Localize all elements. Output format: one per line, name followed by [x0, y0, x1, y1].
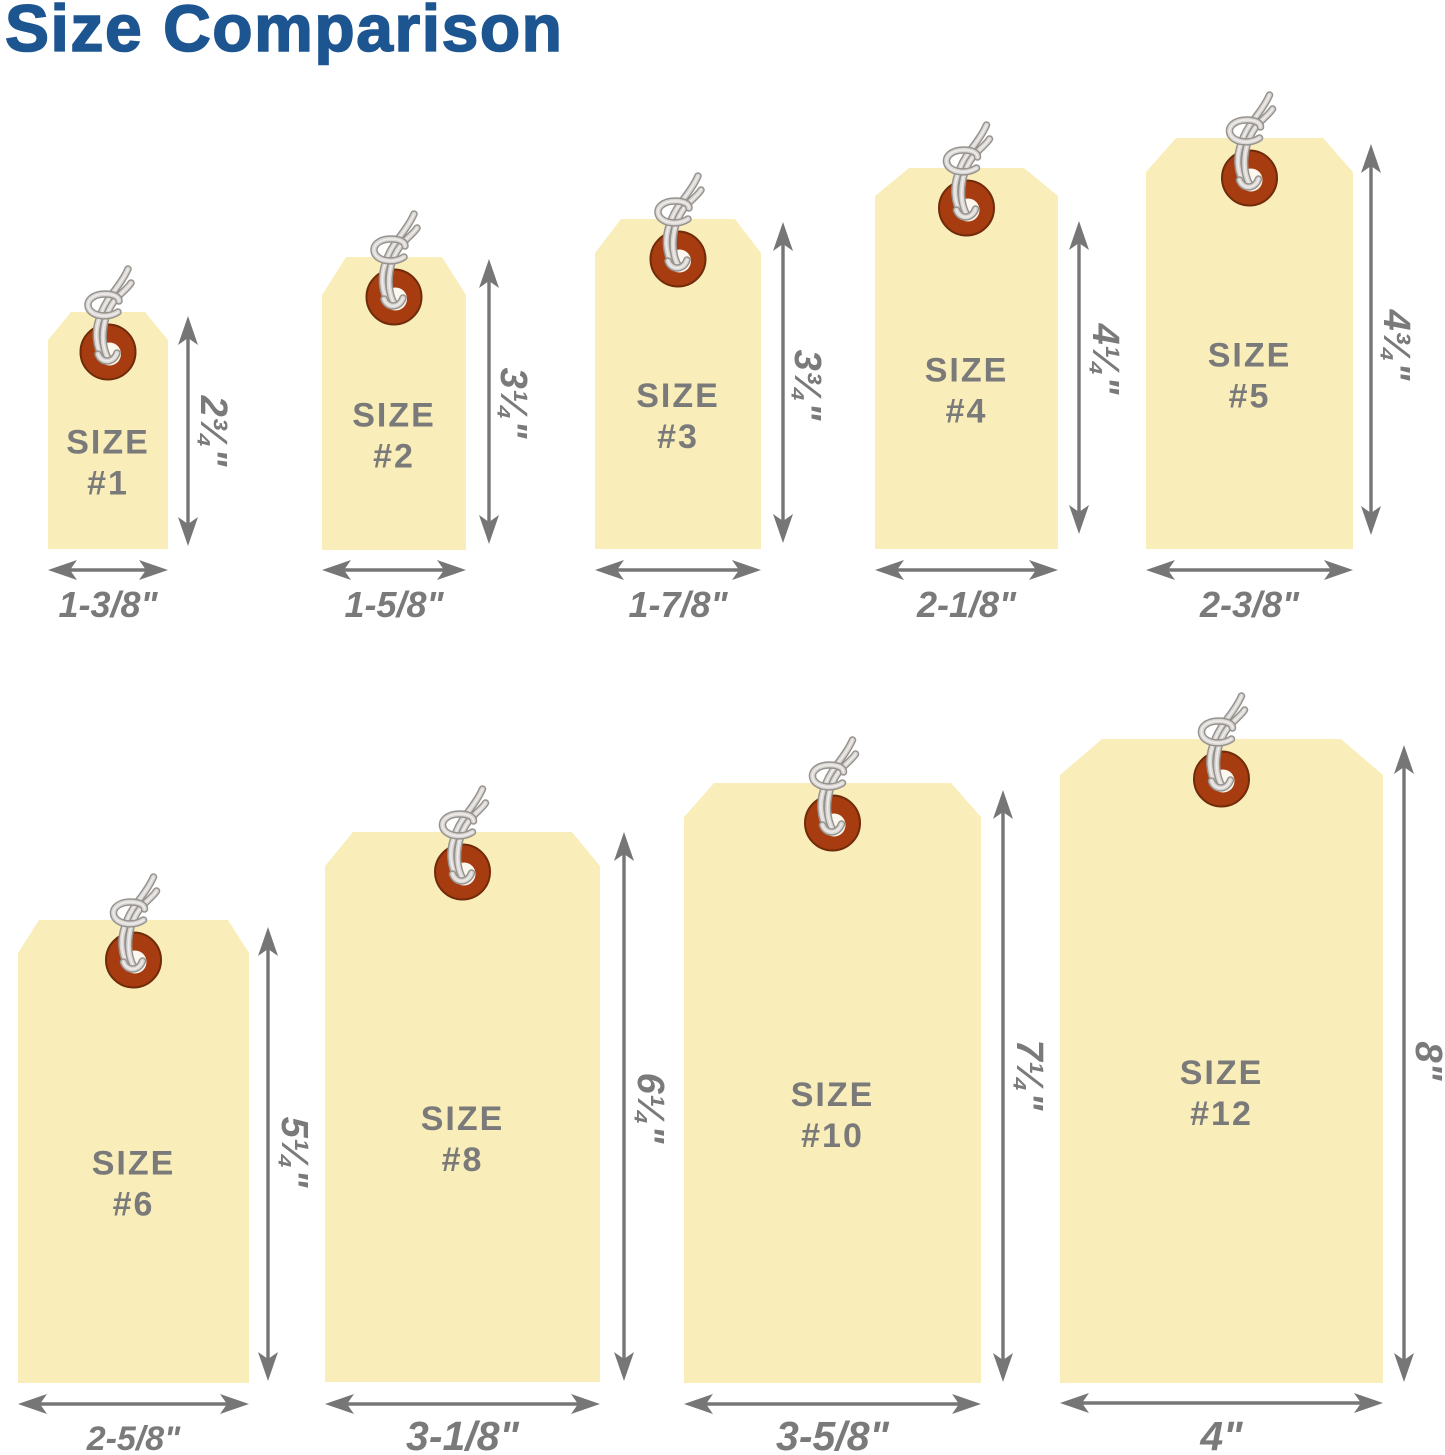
- svg-text:1-3/8": 1-3/8": [58, 584, 158, 625]
- svg-text:Size Comparison: Size Comparison: [5, 0, 562, 65]
- svg-text:2-5/8": 2-5/8": [86, 1420, 181, 1455]
- svg-text:SIZE: SIZE: [925, 352, 1009, 390]
- svg-text:#4: #4: [946, 393, 988, 431]
- svg-text:3¾": 3¾": [786, 350, 828, 422]
- svg-text:#10: #10: [801, 1117, 864, 1155]
- svg-text:2-3/8": 2-3/8": [1199, 584, 1300, 625]
- svg-text:4¾": 4¾": [1375, 309, 1417, 382]
- svg-text:#12: #12: [1190, 1095, 1253, 1133]
- svg-text:SIZE: SIZE: [92, 1145, 176, 1183]
- svg-text:4¼": 4¼": [1084, 323, 1126, 396]
- svg-text:SIZE: SIZE: [352, 397, 436, 435]
- svg-text:3¼": 3¼": [492, 368, 534, 440]
- svg-text:8": 8": [1407, 1041, 1445, 1081]
- svg-text:SIZE: SIZE: [66, 424, 150, 462]
- svg-text:#3: #3: [657, 418, 699, 456]
- svg-text:#2: #2: [373, 438, 415, 476]
- svg-text:#6: #6: [113, 1186, 155, 1224]
- svg-text:6¼": 6¼": [629, 1073, 671, 1145]
- svg-text:#5: #5: [1229, 378, 1271, 416]
- svg-text:3-5/8": 3-5/8": [776, 1413, 889, 1455]
- svg-text:SIZE: SIZE: [1208, 337, 1292, 375]
- svg-text:1-5/8": 1-5/8": [344, 584, 444, 625]
- svg-text:#8: #8: [442, 1141, 484, 1179]
- svg-text:4": 4": [1199, 1413, 1243, 1455]
- svg-text:7¼": 7¼": [1008, 1040, 1050, 1112]
- svg-text:#1: #1: [87, 465, 129, 503]
- svg-text:5¼": 5¼": [273, 1117, 315, 1189]
- svg-text:SIZE: SIZE: [421, 1100, 505, 1138]
- svg-text:SIZE: SIZE: [791, 1076, 875, 1114]
- svg-text:SIZE: SIZE: [636, 377, 720, 415]
- svg-text:3-1/8": 3-1/8": [406, 1413, 519, 1455]
- svg-text:2-1/8": 2-1/8": [916, 584, 1017, 625]
- svg-text:1-7/8": 1-7/8": [628, 584, 728, 625]
- svg-text:SIZE: SIZE: [1180, 1054, 1264, 1092]
- svg-text:2¾": 2¾": [192, 395, 234, 468]
